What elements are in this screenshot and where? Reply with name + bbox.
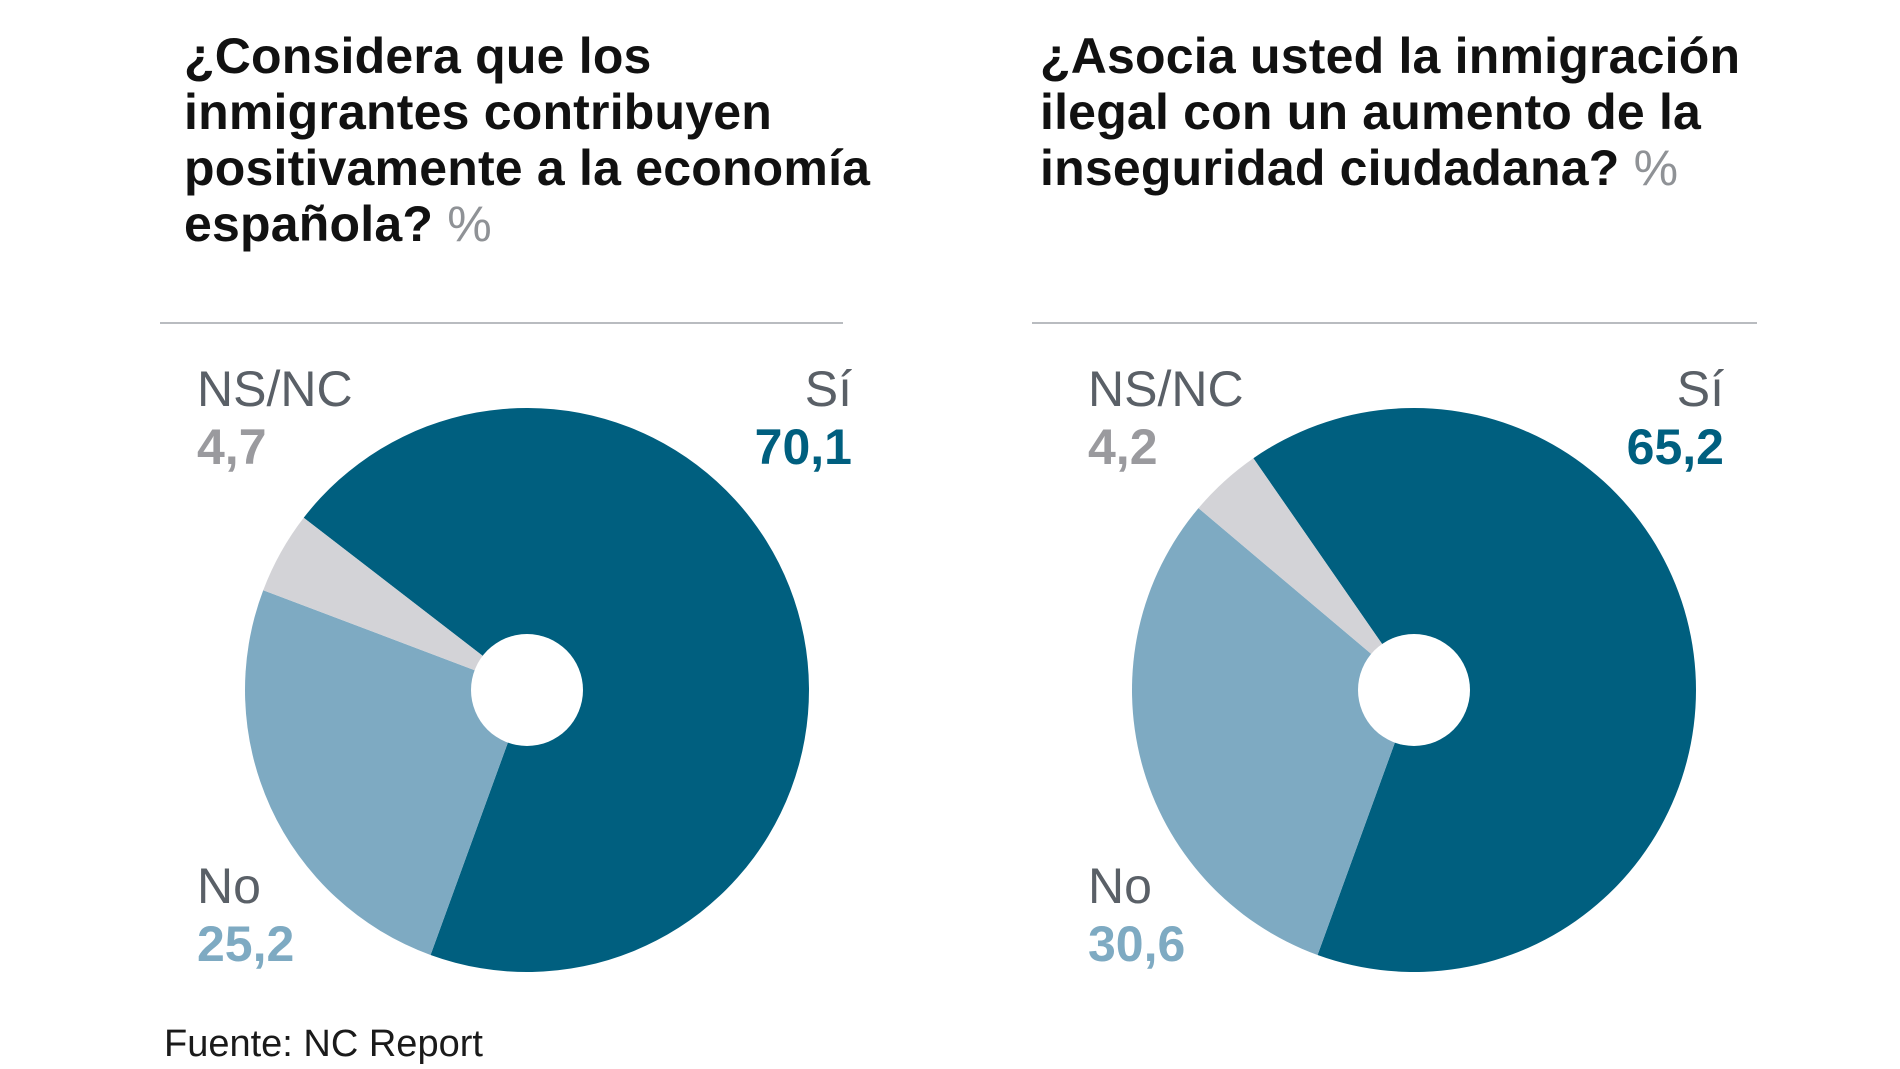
source-note: Fuente: NC Report xyxy=(164,1023,483,1065)
chart-unit: % xyxy=(1633,140,1679,196)
chart-panel-security: ¿Asocia usted la inmigración ilegal con … xyxy=(1000,0,1900,1010)
divider xyxy=(1032,322,1757,324)
label-nsnc-name: NS/NC xyxy=(1088,361,1244,417)
pie-chart xyxy=(245,407,809,972)
pie-slice-no xyxy=(245,590,527,955)
label-no: No 30,6 xyxy=(1088,857,1185,973)
pie-slice-ns-nc xyxy=(263,517,527,690)
label-no-value: 25,2 xyxy=(197,916,295,972)
pie-center-hole xyxy=(471,634,583,746)
label-no-name: No xyxy=(1088,858,1152,914)
label-nsnc: NS/NC 4,7 xyxy=(197,360,353,476)
label-nsnc-value: 4,7 xyxy=(197,419,267,475)
chart-panel-economy: ¿Considera que los inmigrantes contribuy… xyxy=(0,0,900,1010)
chart-unit: % xyxy=(447,196,492,252)
pie-slice-no xyxy=(1131,508,1414,955)
label-si-name: Sí xyxy=(1676,361,1724,417)
label-nsnc-value: 4,2 xyxy=(1088,419,1158,475)
divider xyxy=(160,322,843,324)
pie-chart xyxy=(1131,407,1697,972)
label-no: No 25,2 xyxy=(197,857,294,973)
label-si-value: 65,2 xyxy=(1626,419,1724,475)
label-no-name: No xyxy=(197,858,261,914)
label-no-value: 30,6 xyxy=(1088,916,1186,972)
label-si-value: 70,1 xyxy=(754,419,852,475)
pie-center-hole xyxy=(1358,634,1470,746)
chart-title: ¿Asocia usted la inmigración ilegal con … xyxy=(1040,28,1760,196)
label-si: Sí 70,1 xyxy=(755,360,852,476)
chart-title: ¿Considera que los inmigrantes contribuy… xyxy=(184,28,884,252)
label-si-name: Sí xyxy=(804,361,852,417)
chart-title-text: ¿Considera que los inmigrantes contribuy… xyxy=(184,28,871,252)
label-si: Sí 65,2 xyxy=(1627,360,1724,476)
pie-slice-ns-nc xyxy=(1198,458,1414,690)
pie-slice-s xyxy=(1253,407,1697,972)
chart-title-text: ¿Asocia usted la inmigración ilegal con … xyxy=(1040,28,1741,196)
label-nsnc: NS/NC 4,2 xyxy=(1088,360,1244,476)
label-nsnc-name: NS/NC xyxy=(197,361,353,417)
